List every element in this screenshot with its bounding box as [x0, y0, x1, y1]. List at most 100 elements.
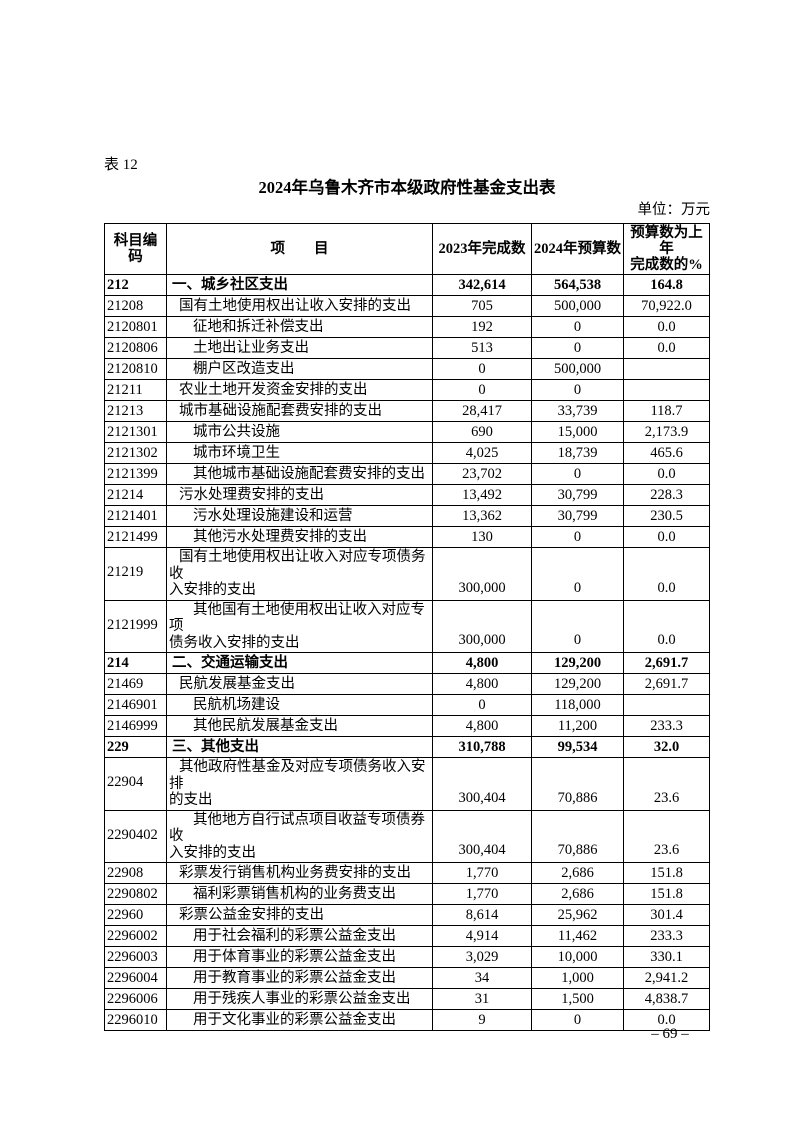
item-cell: 彩票公益金安排的支出	[166, 904, 433, 926]
percent-cell: 0.0	[623, 463, 710, 485]
code-cell: 2290802	[104, 883, 167, 905]
item-text: 民航发展基金支出	[179, 675, 295, 692]
item-text: 彩票公益金安排的支出	[179, 906, 324, 923]
code-cell: 22908	[104, 862, 167, 884]
value-2024-cell: 11,462	[531, 925, 624, 947]
item-text: 一、城乡社区支出	[172, 276, 288, 293]
percent-cell: 0.0	[623, 316, 710, 338]
value-2023-cell: 0	[432, 379, 532, 401]
code-cell: 2146999	[104, 715, 167, 737]
item-cell: 用于体育事业的彩票公益金支出	[166, 946, 433, 968]
percent-cell: 465.6	[623, 442, 710, 464]
item-text: 用于社会福利的彩票公益金支出	[193, 927, 396, 944]
item-text: 三、其他支出	[172, 738, 259, 755]
item-text: 农业土地开发资金安排的支出	[179, 381, 368, 398]
value-2023-cell: 8,614	[432, 904, 532, 926]
item-cell: 城市基础设施配套费安排的支出	[166, 400, 433, 422]
item-cell: 城市公共设施	[166, 421, 433, 443]
code-cell: 229	[104, 736, 167, 758]
item-cell: 污水处理设施建设和运营	[166, 505, 433, 527]
value-2024-cell: 70,886	[531, 809, 624, 863]
item-text: 国有土地使用权出让收入安排的支出	[179, 297, 411, 314]
code-cell: 2290402	[104, 809, 167, 863]
item-text: 用于文化事业的彩票公益金支出	[193, 1011, 396, 1028]
table-row: 2146999 其他民航发展基金支出 4,800 11,200 233.3	[104, 715, 710, 737]
value-2023-cell: 300,000	[432, 547, 532, 601]
value-2023-cell: 4,914	[432, 925, 532, 947]
code-cell: 2121399	[104, 463, 167, 485]
table-row: 21211 农业土地开发资金安排的支出 0 0	[104, 379, 710, 401]
item-text: 其他国有土地使用权出让收入对应专项 债务收入安排的支出	[169, 601, 425, 651]
code-cell: 2121999	[104, 599, 167, 653]
item-cell: 国有土地使用权出让收入安排的支出	[166, 295, 433, 317]
value-2024-cell: 0	[531, 316, 624, 338]
table-row: 21208 国有土地使用权出让收入安排的支出 705 500,000 70,92…	[104, 295, 710, 317]
item-cell: 用于残疾人事业的彩票公益金支出	[166, 988, 433, 1010]
table-row: 2121499 其他污水处理费安排的支出 130 0 0.0	[104, 526, 710, 548]
table-row: 2146901 民航机场建设 0 118,000	[104, 694, 710, 716]
value-2023-cell: 1,770	[432, 862, 532, 884]
percent-cell: 330.1	[623, 946, 710, 968]
item-cell: 彩票发行销售机构业务费安排的支出	[166, 862, 433, 884]
value-2024-cell: 0	[531, 547, 624, 601]
value-2024-cell: 0	[531, 599, 624, 653]
item-text: 用于残疾人事业的彩票公益金支出	[193, 990, 411, 1007]
code-cell: 22960	[104, 904, 167, 926]
value-2023-cell: 3,029	[432, 946, 532, 968]
page-number: – 69 –	[651, 1026, 689, 1042]
table-row: 21219 国有土地使用权出让收入对应专项债务收 入安排的支出 300,000 …	[104, 547, 710, 601]
item-text: 彩票发行销售机构业务费安排的支出	[179, 864, 411, 881]
code-cell: 21469	[104, 673, 167, 695]
item-cell: 福利彩票销售机构的业务费支出	[166, 883, 433, 905]
value-2023-cell: 13,492	[432, 484, 532, 506]
code-cell: 2120810	[104, 358, 167, 380]
column-header-code: 科目编码	[104, 223, 167, 275]
value-2023-cell: 23,702	[432, 463, 532, 485]
percent-cell: 0.0	[623, 599, 710, 653]
table-row: 214 二、交通运输支出 4,800 129,200 2,691.7	[104, 652, 710, 674]
table-row: 2120810 棚户区改造支出 0 500,000	[104, 358, 710, 380]
document-content: 表 12 2024年乌鲁木齐市本级政府性基金支出表 单位：万元 科目编码 项 目…	[104, 156, 710, 1031]
value-2023-cell: 0	[432, 694, 532, 716]
item-text: 污水处理设施建设和运营	[193, 507, 353, 524]
table-row: 2296006 用于残疾人事业的彩票公益金支出 31 1,500 4,838.7	[104, 988, 710, 1010]
column-header-2024: 2024年预算数	[531, 223, 624, 275]
item-cell: 征地和拆迁补偿支出	[166, 316, 433, 338]
value-2023-cell: 130	[432, 526, 532, 548]
table-row: 229 三、其他支出 310,788 99,534 32.0	[104, 736, 710, 758]
item-cell: 污水处理费安排的支出	[166, 484, 433, 506]
item-text: 土地出让业务支出	[193, 339, 309, 356]
item-text: 城市公共设施	[193, 423, 280, 440]
code-cell: 2296010	[104, 1009, 167, 1031]
value-2024-cell: 15,000	[531, 421, 624, 443]
percent-cell: 0.0	[623, 526, 710, 548]
value-2024-cell: 11,200	[531, 715, 624, 737]
value-2024-cell: 18,739	[531, 442, 624, 464]
value-2023-cell: 0	[432, 358, 532, 380]
code-cell: 2296004	[104, 967, 167, 989]
code-cell: 2296002	[104, 925, 167, 947]
percent-cell: 233.3	[623, 715, 710, 737]
percent-cell: 230.5	[623, 505, 710, 527]
percent-cell: 301.4	[623, 904, 710, 926]
percent-cell: 2,173.9	[623, 421, 710, 443]
percent-cell: 228.3	[623, 484, 710, 506]
item-cell: 其他污水处理费安排的支出	[166, 526, 433, 548]
code-cell: 22904	[104, 757, 167, 811]
percent-cell: 70,922.0	[623, 295, 710, 317]
item-cell: 农业土地开发资金安排的支出	[166, 379, 433, 401]
percent-cell: 23.6	[623, 809, 710, 863]
table-row: 2121302 城市环境卫生 4,025 18,739 465.6	[104, 442, 710, 464]
unit-note: 单位：万元	[637, 202, 711, 218]
percent-cell	[623, 379, 710, 401]
percent-cell: 164.8	[623, 274, 710, 296]
code-cell: 2296006	[104, 988, 167, 1010]
item-text: 城市环境卫生	[193, 444, 280, 461]
percent-cell: 2,941.2	[623, 967, 710, 989]
table-row: 2120801 征地和拆迁补偿支出 192 0 0.0	[104, 316, 710, 338]
table-row: 2121301 城市公共设施 690 15,000 2,173.9	[104, 421, 710, 443]
item-cell: 其他地方自行试点项目收益专项债券收 入安排的支出	[166, 809, 433, 863]
percent-cell: 151.8	[623, 883, 710, 905]
item-cell: 城市环境卫生	[166, 442, 433, 464]
